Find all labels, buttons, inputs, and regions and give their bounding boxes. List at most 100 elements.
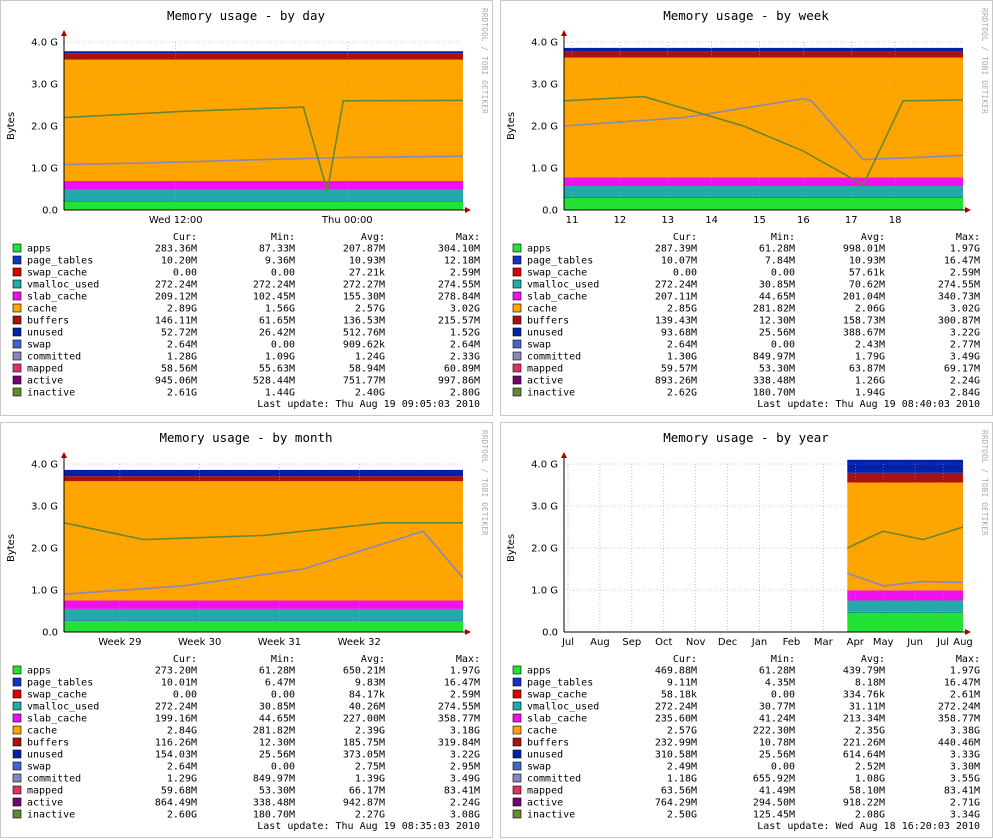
legend-label-slab_cache: slab_cache xyxy=(27,292,87,303)
legend-value: 57.61k xyxy=(849,268,885,279)
legend-value: 440.46M xyxy=(938,738,980,749)
legend-swatch-page_tables xyxy=(12,677,22,687)
area-page_tables xyxy=(64,620,463,621)
legend-swatch-active xyxy=(512,797,522,807)
chart-panel-week: Memory usage - by week RRDTOOL / TOBI OET… xyxy=(500,0,993,416)
tick-label-y: 1.0 G xyxy=(531,164,558,175)
legend-value: 10.93M xyxy=(349,256,385,267)
legend-value: 3.02G xyxy=(450,304,480,315)
legend-label-buffers: buffers xyxy=(27,738,69,749)
legend-value: 55.63M xyxy=(259,364,295,375)
legend-value: 2.57G xyxy=(355,304,385,315)
legend-value: 16.47M xyxy=(444,678,480,689)
tick-label-x: Sep xyxy=(622,637,641,648)
legend-value: 2.33G xyxy=(450,352,480,363)
tick-label-x: Jan xyxy=(751,637,767,648)
series-line-inactive xyxy=(63,522,463,541)
legend-label-apps: apps xyxy=(527,244,551,255)
area-apps xyxy=(847,612,963,632)
chart-panel-day: Memory usage - by day RRDTOOL / TOBI OETI… xyxy=(0,0,493,416)
area-buffers xyxy=(564,51,963,58)
legend-value: 215.57M xyxy=(438,316,480,327)
legend-swatch-committed xyxy=(12,351,22,361)
legend-value: 864.49M xyxy=(155,798,197,809)
legend-label-vmalloc_used: vmalloc_used xyxy=(527,702,599,713)
legend-label-page_tables: page_tables xyxy=(27,678,93,689)
legend-value: 0.00 xyxy=(771,762,795,773)
legend-column-header: Avg: xyxy=(861,232,885,243)
legend-swatch-active xyxy=(12,797,22,807)
legend-value: 93.68M xyxy=(661,328,697,339)
tick-label-y: 1.0 G xyxy=(31,586,58,597)
legend-swatch-swap_cache xyxy=(12,267,22,277)
legend-value: 9.36M xyxy=(265,256,295,267)
legend-value: 1.39G xyxy=(355,774,385,785)
legend-value: 2.35G xyxy=(855,726,885,737)
legend-value: 2.59M xyxy=(450,690,480,701)
tick-label-x: Dec xyxy=(718,637,737,648)
legend-value: 1.97G xyxy=(950,666,980,677)
legend-value: 70.62M xyxy=(849,280,885,291)
legend-value: 61.28M xyxy=(759,666,795,677)
area-cache xyxy=(564,57,963,178)
legend-value: 294.50M xyxy=(753,798,795,809)
tick-label-y: 4.0 G xyxy=(531,460,558,471)
legend-value: 849.97M xyxy=(753,352,795,363)
legend-swatch-swap_cache xyxy=(512,689,522,699)
tick-label-y: 2.0 G xyxy=(31,122,58,133)
legend-value: 2.43M xyxy=(855,340,885,351)
legend-label-buffers: buffers xyxy=(527,316,569,327)
legend-value: 40.26M xyxy=(349,702,385,713)
legend-value: 16.47M xyxy=(944,678,980,689)
legend-value: 83.41M xyxy=(944,786,980,797)
tick-label-y: 0.0 xyxy=(42,206,58,217)
legend-swatch-committed xyxy=(12,773,22,783)
tick-label-y: 4.0 G xyxy=(531,38,558,49)
area-unused xyxy=(847,459,963,473)
legend-value: 207.87M xyxy=(343,244,385,255)
tick-label-y: 1.0 G xyxy=(531,586,558,597)
legend-value: 199.16M xyxy=(155,714,197,725)
tick-label-x: 13 xyxy=(661,215,674,226)
axis-label-y: Bytes xyxy=(6,534,17,562)
legend-value: 213.34M xyxy=(843,714,885,725)
legend-value: 893.26M xyxy=(655,376,697,387)
area-buffers xyxy=(64,53,463,60)
legend-label-inactive: inactive xyxy=(27,810,75,821)
legend-swatch-apps xyxy=(512,665,522,675)
legend-column-header: Max: xyxy=(956,232,980,243)
legend-value: 63.56M xyxy=(661,786,697,797)
legend-value: 1.08G xyxy=(855,774,885,785)
tick-label-y: 3.0 G xyxy=(531,502,558,513)
x-axis-arrow xyxy=(465,629,471,635)
legend-swatch-vmalloc_used xyxy=(12,279,22,289)
legend-value: 997.86M xyxy=(438,376,480,387)
tick-label-x: Feb xyxy=(783,637,801,648)
legend-swatch-buffers xyxy=(512,315,522,325)
legend-value: 4.35M xyxy=(765,678,795,689)
legend-value: 58.10M xyxy=(849,786,885,797)
legend-value: 1.29G xyxy=(167,774,197,785)
legend-label-swap_cache: swap_cache xyxy=(27,268,87,279)
legend-label-mapped: mapped xyxy=(527,364,563,375)
legend-value: 41.24M xyxy=(759,714,795,725)
legend-value: 2.84G xyxy=(167,726,197,737)
legend-label-slab_cache: slab_cache xyxy=(527,292,587,303)
legend-value: 44.65M xyxy=(259,714,295,725)
legend-value: 69.17M xyxy=(944,364,980,375)
legend-swatch-buffers xyxy=(512,737,522,747)
legend-label-unused: unused xyxy=(527,750,563,761)
area-cache xyxy=(64,59,463,182)
legend-swatch-active xyxy=(12,375,22,385)
axis-label-y: Bytes xyxy=(6,112,17,140)
legend-swatch-swap xyxy=(512,761,522,771)
legend-value: 52.72M xyxy=(161,328,197,339)
y-axis-arrow xyxy=(561,30,567,36)
legend-label-unused: unused xyxy=(27,750,63,761)
legend-label-active: active xyxy=(527,798,563,809)
legend-swatch-swap xyxy=(512,339,522,349)
tick-label-y: 0.0 xyxy=(42,628,58,639)
legend-swatch-committed xyxy=(512,351,522,361)
legend-value: 2.08G xyxy=(855,810,885,821)
legend-value: 358.77M xyxy=(438,714,480,725)
